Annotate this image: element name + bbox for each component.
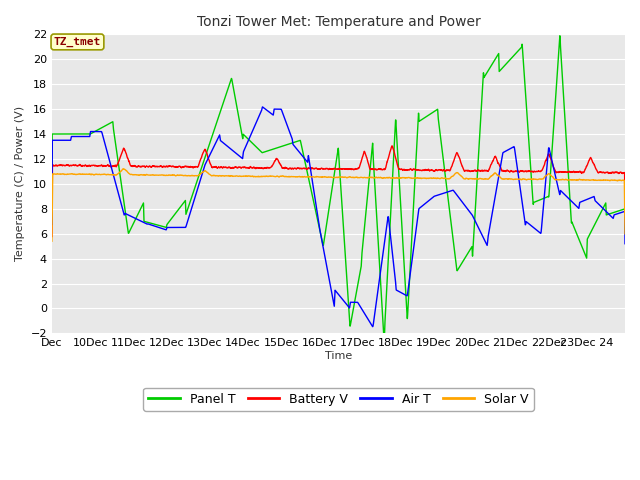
X-axis label: Time: Time — [325, 351, 352, 361]
Battery V — [500, 168, 508, 174]
Panel T — [621, 231, 629, 237]
Panel T — [317, 234, 325, 240]
Solar V — [621, 178, 628, 183]
Battery V — [621, 221, 629, 227]
Panel T — [500, 64, 508, 70]
Air T — [151, 223, 159, 229]
Air T — [317, 234, 325, 240]
Solar V — [48, 238, 56, 244]
Solar V — [436, 176, 444, 181]
Battery V — [317, 166, 325, 171]
Line: Battery V: Battery V — [52, 146, 625, 237]
Panel T — [556, 33, 564, 39]
Air T — [621, 241, 629, 247]
Panel T — [151, 221, 159, 227]
Battery V — [467, 168, 475, 174]
Panel T — [621, 206, 628, 212]
Panel T — [48, 218, 56, 224]
Solar V — [621, 231, 629, 237]
Panel T — [380, 339, 388, 345]
Air T — [259, 104, 266, 110]
Air T — [369, 324, 376, 330]
Solar V — [151, 172, 159, 178]
Line: Panel T: Panel T — [52, 36, 625, 342]
Battery V — [436, 167, 444, 173]
Legend: Panel T, Battery V, Air T, Solar V: Panel T, Battery V, Air T, Solar V — [143, 387, 534, 410]
Panel T — [436, 125, 444, 131]
Air T — [436, 192, 444, 197]
Y-axis label: Temperature (C) / Power (V): Temperature (C) / Power (V) — [15, 106, 25, 262]
Air T — [500, 149, 508, 155]
Line: Solar V: Solar V — [52, 168, 625, 241]
Air T — [467, 211, 475, 216]
Solar V — [467, 176, 475, 181]
Title: Tonzi Tower Met: Temperature and Power: Tonzi Tower Met: Temperature and Power — [196, 15, 481, 29]
Air T — [48, 221, 56, 227]
Battery V — [48, 234, 56, 240]
Air T — [621, 209, 628, 215]
Line: Air T: Air T — [52, 107, 625, 327]
Solar V — [317, 174, 325, 180]
Panel T — [467, 245, 475, 251]
Solar V — [119, 166, 127, 171]
Solar V — [500, 176, 508, 182]
Text: TZ_tmet: TZ_tmet — [54, 37, 101, 47]
Battery V — [151, 164, 159, 169]
Battery V — [388, 143, 396, 149]
Battery V — [621, 170, 628, 176]
